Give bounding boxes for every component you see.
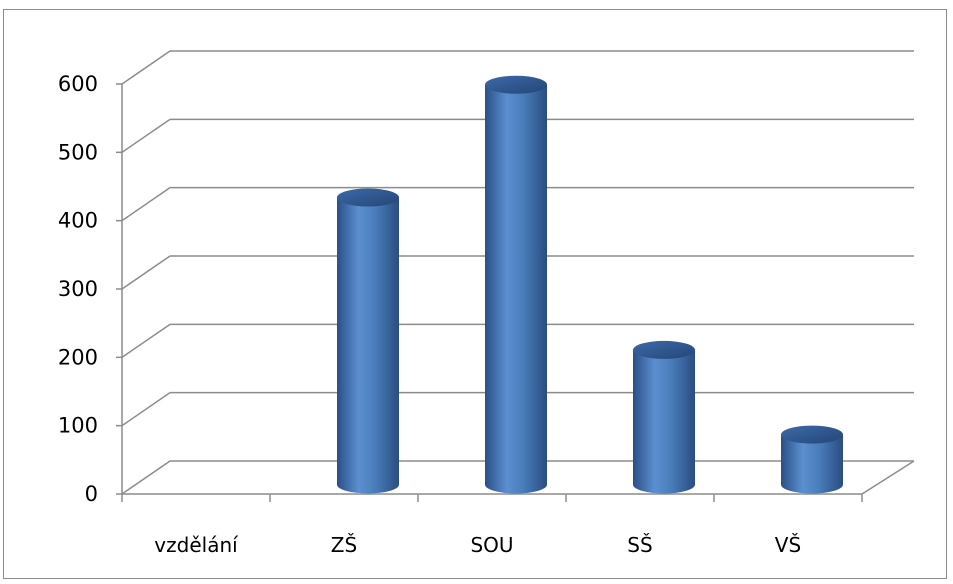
bar-top (337, 188, 399, 207)
gridline-side (121, 118, 171, 153)
y-tick-label: 600 (58, 72, 98, 96)
bar (337, 188, 399, 494)
gridline-side (121, 255, 171, 290)
bar-top (633, 340, 695, 359)
bar (633, 340, 695, 494)
bar (485, 75, 547, 494)
y-tick-label: 500 (58, 140, 98, 164)
y-tick-label: 200 (58, 345, 98, 369)
bar-body (485, 84, 547, 494)
bar-body (781, 434, 843, 494)
bar (781, 425, 843, 494)
x-tick-label: ZŠ (331, 533, 357, 557)
x-tick-label: SOU (470, 533, 513, 557)
gridline-side (121, 460, 171, 495)
y-tick-label: 0 (85, 482, 98, 506)
bar-body (337, 197, 399, 494)
gridline-side (121, 187, 171, 222)
gridline-side (121, 50, 171, 85)
x-tick-label: SŠ (627, 533, 652, 557)
floor-right-edge (861, 460, 915, 495)
bar-top (781, 425, 843, 444)
y-tick-label: 300 (58, 277, 98, 301)
y-tick-label: 100 (58, 414, 98, 438)
bar-top (485, 75, 547, 94)
gridline-side (121, 323, 171, 358)
x-tick-label: VŠ (775, 533, 801, 557)
x-tick-label: vzdělání (154, 533, 239, 557)
gridline-side (121, 392, 171, 427)
bar-body (633, 349, 695, 494)
y-tick-label: 400 (58, 209, 98, 233)
